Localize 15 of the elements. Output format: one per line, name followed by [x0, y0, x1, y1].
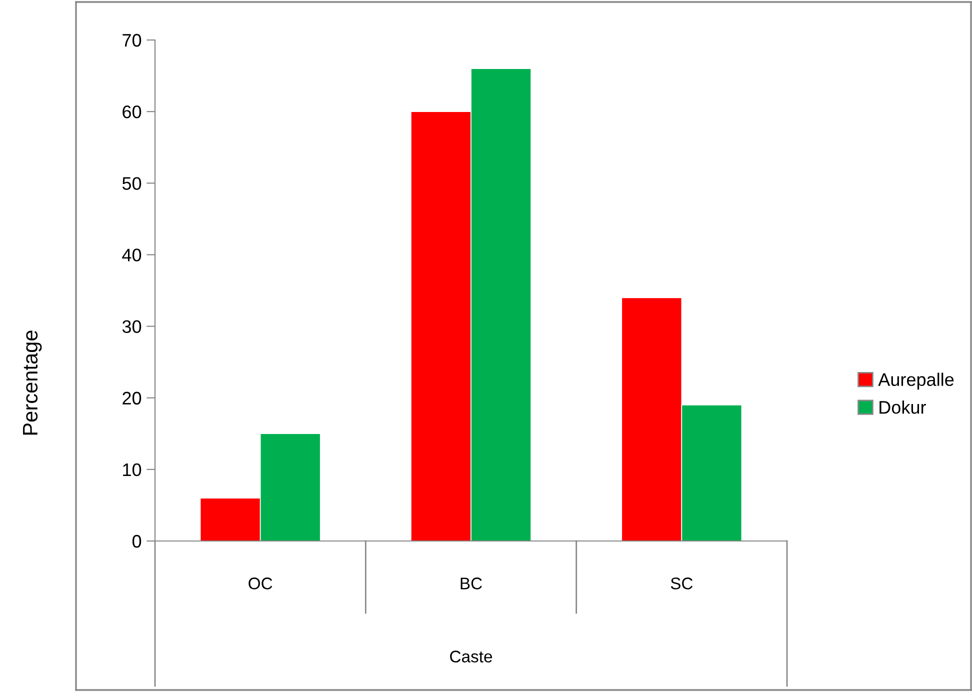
- y-axis-title: Percentage: [23, 330, 42, 435]
- y-tick-label: 40: [122, 248, 142, 262]
- y-tick-label: 60: [122, 106, 142, 118]
- y-tick-label: 0: [132, 534, 142, 548]
- y-tick-label: 70: [122, 34, 142, 47]
- x-axis-title: Caste: [450, 650, 492, 662]
- y-tick-label: 10: [123, 463, 142, 476]
- y-tick-label: 30: [122, 320, 142, 334]
- legend-label: Aurepalle: [878, 372, 954, 390]
- y-tick-label: 20: [122, 392, 142, 405]
- x-tick-label: SC: [670, 578, 693, 590]
- y-tick-label: 50: [122, 177, 142, 190]
- legend-label: Dokur: [880, 400, 926, 414]
- x-tick-label: OC: [248, 578, 272, 590]
- x-tick-label: BC: [460, 578, 482, 590]
